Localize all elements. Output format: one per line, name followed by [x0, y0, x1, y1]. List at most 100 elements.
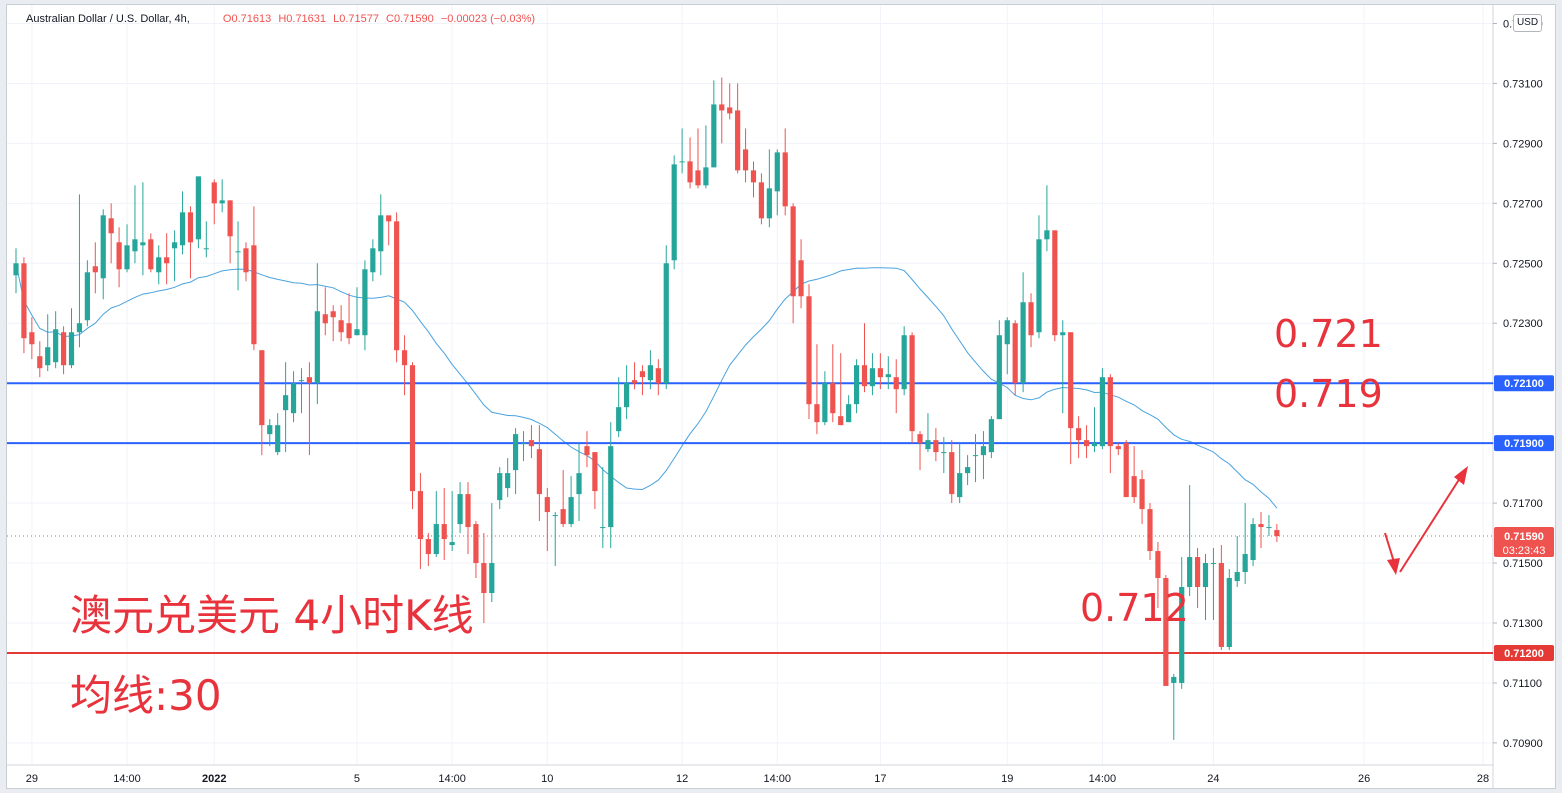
candle-body [1163, 578, 1169, 686]
candle [433, 491, 439, 558]
candle-body [592, 452, 598, 492]
candle [1107, 374, 1113, 474]
candle [92, 242, 98, 294]
candle [409, 362, 416, 510]
candle-body [92, 266, 98, 273]
candle [1202, 554, 1209, 620]
candle [861, 323, 868, 393]
candle-body [576, 473, 582, 495]
candle-body [552, 515, 558, 517]
candle-body [893, 377, 899, 390]
level-annotation-0712: 0.712 [1080, 586, 1189, 630]
candle-body [187, 212, 194, 243]
time-tick-label: 17 [874, 773, 886, 785]
price-tag-07190-bg [1494, 435, 1554, 452]
candle [909, 332, 915, 444]
candle [576, 443, 582, 522]
candle-body [758, 182, 765, 219]
candle [1099, 368, 1106, 450]
candle [1123, 440, 1129, 498]
candle-body [1044, 230, 1050, 240]
candle-body [164, 257, 170, 264]
candle-body [441, 524, 447, 540]
price-tick-label: 0.71300 [1503, 618, 1543, 630]
candle-body [655, 368, 661, 384]
current-price-tag-bg [1494, 527, 1554, 558]
candle-body [861, 365, 868, 387]
open-value: 0.71613 [231, 13, 272, 25]
candle-body [267, 425, 273, 435]
candle [988, 416, 994, 459]
candle-body [806, 296, 812, 405]
candle [719, 77, 725, 144]
price-tag-07120: 0.71200 [1504, 648, 1544, 660]
currency-badge[interactable]: USD [1513, 14, 1542, 32]
candle-body [338, 320, 344, 333]
candle [354, 287, 360, 336]
time-tick-label: 14:00 [764, 773, 792, 785]
candle-body [1099, 377, 1106, 447]
candle-body [346, 323, 352, 339]
candle [608, 422, 614, 549]
candle [774, 149, 780, 216]
candle [187, 206, 194, 279]
candle-body [798, 260, 804, 297]
candle-body [76, 323, 83, 333]
price-tag-07190: 0.71900 [1504, 438, 1544, 450]
candle-body [172, 242, 178, 249]
candle [156, 245, 162, 285]
grid-lines [7, 5, 1493, 765]
candle [290, 371, 297, 423]
candle [560, 470, 566, 528]
price-tick-label: 0.72500 [1503, 258, 1543, 270]
candle [275, 413, 281, 456]
candle [1210, 548, 1217, 620]
candle [60, 326, 67, 375]
candle [695, 128, 701, 189]
candle-body [13, 263, 19, 276]
candle-body [1076, 428, 1082, 441]
candle-body [1242, 554, 1248, 573]
candle-body [1028, 302, 1034, 336]
candle [449, 491, 455, 552]
candle-body [68, 332, 75, 366]
candle [1266, 515, 1272, 537]
candle [473, 521, 479, 579]
candle [766, 149, 772, 228]
candle [1179, 557, 1185, 689]
candle-body [972, 455, 979, 457]
candle-body [1123, 443, 1129, 498]
candle-body [1179, 587, 1185, 683]
candle-body [259, 350, 265, 426]
candle-body [1155, 551, 1161, 579]
up-arrow-head [1454, 466, 1468, 485]
candle-body [727, 107, 733, 114]
candle-body [243, 248, 249, 273]
candle-body [917, 434, 923, 444]
candle [520, 431, 527, 462]
candle [869, 353, 876, 396]
candle-body [980, 446, 987, 456]
candle [592, 452, 598, 510]
candle [1091, 407, 1098, 453]
candle-body [544, 497, 550, 513]
price-tick-label: 0.71700 [1503, 498, 1543, 510]
candle [512, 428, 519, 495]
candle-body [211, 182, 217, 204]
time-tick-label: 10 [541, 773, 553, 785]
candle-body [1187, 557, 1193, 588]
candle-body [949, 452, 955, 495]
candle [647, 350, 653, 390]
candle-body [1274, 530, 1280, 537]
candle-body [600, 527, 606, 529]
candle [616, 377, 622, 438]
candle-body [735, 110, 741, 171]
candle [798, 239, 804, 309]
time-tick-label: 28 [1477, 773, 1489, 785]
candle [148, 233, 154, 273]
candle-body [528, 440, 535, 447]
candle [370, 239, 376, 282]
candle-body [639, 371, 646, 378]
candle-body [687, 161, 693, 183]
